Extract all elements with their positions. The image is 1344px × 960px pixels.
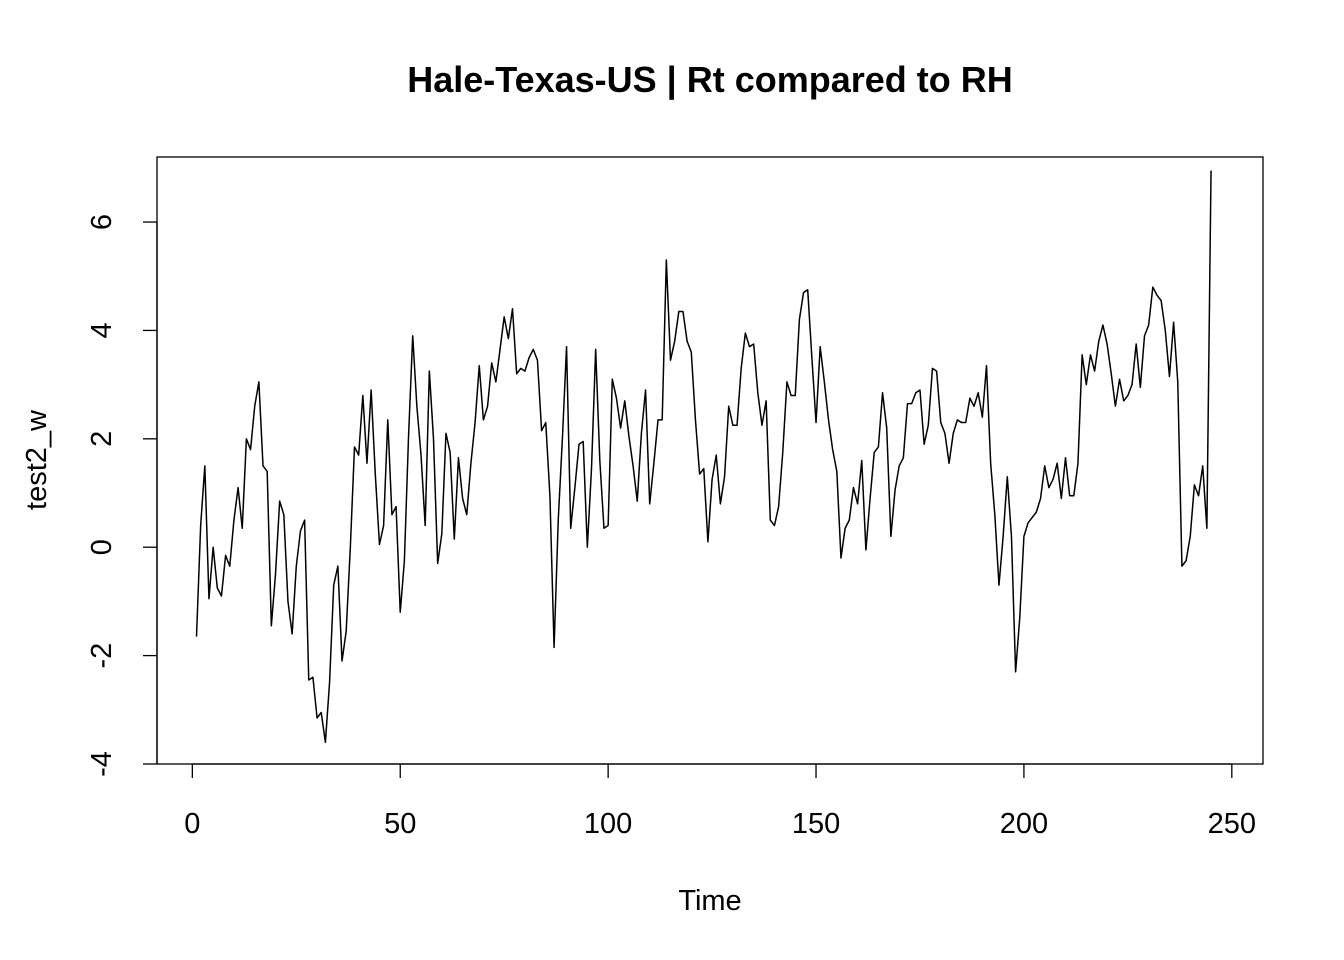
- y-axis: -4 -2 0 2 4 6: [86, 214, 158, 777]
- y-tick-label: 6: [86, 214, 118, 230]
- x-tick-label: 50: [384, 808, 416, 840]
- x-tick-label: 250: [1208, 808, 1256, 840]
- y-tick-label: -2: [86, 643, 118, 669]
- y-tick-label: 0: [86, 539, 118, 555]
- x-axis-label: Time: [678, 885, 741, 917]
- y-axis-label: test2_w: [21, 409, 53, 510]
- y-tick-label: 2: [86, 431, 118, 447]
- x-axis: 0 50 100 150 200 250: [184, 763, 1256, 840]
- y-tick-label: -4: [86, 751, 118, 777]
- y-tick-label: 4: [86, 322, 118, 338]
- x-tick-label: 150: [792, 808, 840, 840]
- series-line: [195, 170, 1212, 744]
- plot-frame: [156, 156, 1264, 765]
- x-tick-label: 100: [584, 808, 632, 840]
- chart-title: Hale-Texas-US | Rt compared to RH: [407, 59, 1013, 101]
- x-tick-label: 200: [1000, 808, 1048, 840]
- series-group: [195, 170, 1212, 744]
- x-tick-label: 0: [184, 808, 200, 840]
